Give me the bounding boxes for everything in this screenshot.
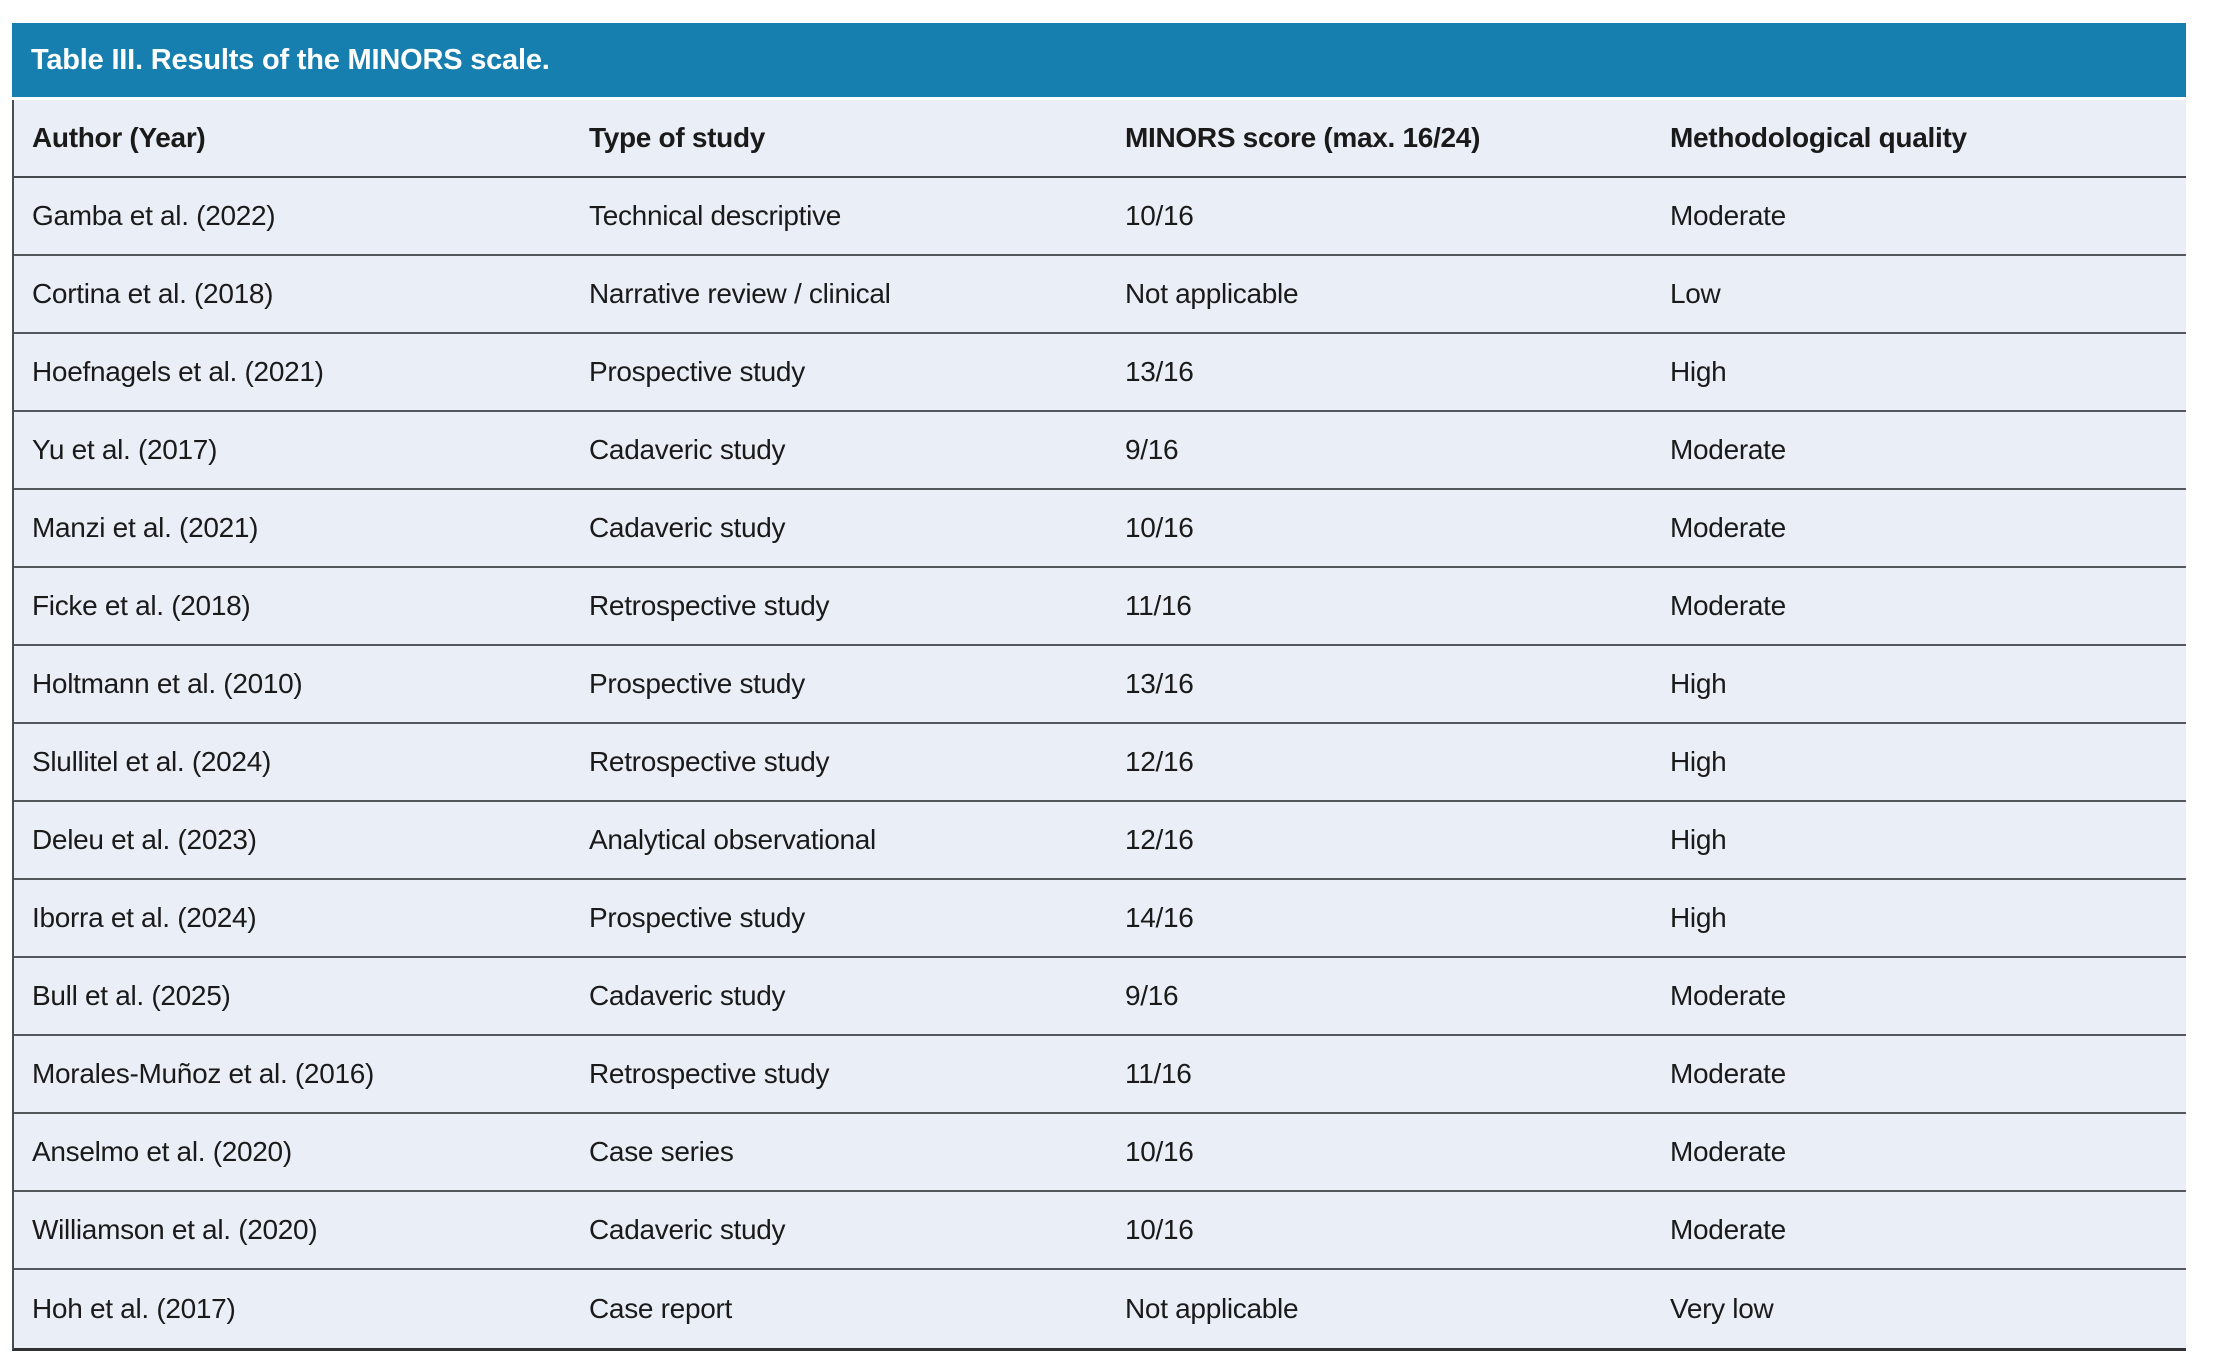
cell-study-type: Technical descriptive [589, 200, 842, 231]
cell-author: Yu et al. (2017) [32, 434, 218, 465]
cell-study-type: Prospective study [589, 356, 805, 387]
table-row: Iborra et al. (2024) Prospective study 1… [14, 880, 2186, 958]
column-header-methodological-quality: Methodological quality [1670, 122, 1967, 153]
cell-methodological-quality: Moderate [1670, 434, 1786, 465]
cell-study-type: Analytical observational [589, 824, 876, 855]
cell-author: Iborra et al. (2024) [32, 902, 257, 933]
cell-minors-score: Not applicable [1125, 1293, 1299, 1324]
cell-minors-score: 14/16 [1125, 902, 1194, 933]
table-title: Table III. Results of the MINORS scale. [31, 43, 550, 76]
cell-minors-score: 12/16 [1125, 746, 1194, 777]
cell-author: Bull et al. (2025) [32, 980, 231, 1011]
table-title-bar: Table III. Results of the MINORS scale. [12, 23, 2186, 97]
cell-author: Hoefnagels et al. (2021) [32, 356, 324, 387]
cell-methodological-quality: High [1670, 902, 1727, 933]
table-row: Holtmann et al. (2010) Prospective study… [14, 646, 2186, 724]
cell-author: Gamba et al. (2022) [32, 200, 276, 231]
table-row: Gamba et al. (2022) Technical descriptiv… [14, 178, 2186, 256]
table-row: Yu et al. (2017) Cadaveric study 9/16 Mo… [14, 412, 2186, 490]
cell-methodological-quality: Moderate [1670, 512, 1786, 543]
cell-study-type: Case report [589, 1293, 732, 1324]
column-header-study-type: Type of study [589, 122, 766, 153]
column-header-author: Author (Year) [32, 122, 206, 153]
cell-methodological-quality: High [1670, 824, 1727, 855]
cell-methodological-quality: Moderate [1670, 1058, 1786, 1089]
cell-methodological-quality: Moderate [1670, 200, 1786, 231]
table-row: Slullitel et al. (2024) Retrospective st… [14, 724, 2186, 802]
minors-results-table: Table III. Results of the MINORS scale. … [12, 23, 2186, 1351]
table-row: Hoefnagels et al. (2021) Prospective stu… [14, 334, 2186, 412]
cell-minors-score: 11/16 [1125, 590, 1192, 621]
table-body: Author (Year) Type of study MINORS score… [12, 100, 2186, 1351]
cell-study-type: Retrospective study [589, 590, 830, 621]
table-row: Williamson et al. (2020) Cadaveric study… [14, 1192, 2186, 1270]
cell-methodological-quality: Moderate [1670, 1136, 1786, 1167]
cell-minors-score: 13/16 [1125, 356, 1194, 387]
cell-minors-score: Not applicable [1125, 278, 1299, 309]
cell-methodological-quality: High [1670, 746, 1727, 777]
cell-study-type: Cadaveric study [589, 980, 786, 1011]
cell-author: Hoh et al. (2017) [32, 1293, 236, 1324]
table-row: Morales-Muñoz et al. (2016) Retrospectiv… [14, 1036, 2186, 1114]
cell-methodological-quality: Moderate [1670, 1214, 1786, 1245]
cell-methodological-quality: Moderate [1670, 980, 1786, 1011]
cell-minors-score: 10/16 [1125, 1214, 1194, 1245]
cell-minors-score: 9/16 [1125, 434, 1179, 465]
cell-methodological-quality: High [1670, 668, 1727, 699]
cell-study-type: Narrative review / clinical [589, 278, 891, 309]
cell-methodological-quality: Very low [1670, 1293, 1774, 1324]
cell-minors-score: 11/16 [1125, 1058, 1192, 1089]
cell-author: Anselmo et al. (2020) [32, 1136, 292, 1167]
cell-minors-score: 9/16 [1125, 980, 1179, 1011]
cell-author: Slullitel et al. (2024) [32, 746, 272, 777]
cell-author: Holtmann et al. (2010) [32, 668, 303, 699]
cell-minors-score: 12/16 [1125, 824, 1194, 855]
cell-study-type: Cadaveric study [589, 1214, 786, 1245]
cell-minors-score: 10/16 [1125, 512, 1194, 543]
cell-author: Manzi et al. (2021) [32, 512, 259, 543]
table-row: Cortina et al. (2018) Narrative review /… [14, 256, 2186, 334]
cell-minors-score: 13/16 [1125, 668, 1194, 699]
table-rows-container: Gamba et al. (2022) Technical descriptiv… [14, 178, 2186, 1348]
cell-author: Morales-Muñoz et al. (2016) [32, 1058, 375, 1089]
cell-methodological-quality: Moderate [1670, 590, 1786, 621]
table-row: Deleu et al. (2023) Analytical observati… [14, 802, 2186, 880]
cell-author: Deleu et al. (2023) [32, 824, 257, 855]
cell-methodological-quality: High [1670, 356, 1727, 387]
table-row: Bull et al. (2025) Cadaveric study 9/16 … [14, 958, 2186, 1036]
cell-study-type: Retrospective study [589, 746, 830, 777]
table-row: Hoh et al. (2017) Case report Not applic… [14, 1270, 2186, 1348]
cell-study-type: Retrospective study [589, 1058, 830, 1089]
cell-study-type: Prospective study [589, 668, 805, 699]
cell-author: Ficke et al. (2018) [32, 590, 251, 621]
cell-study-type: Prospective study [589, 902, 805, 933]
cell-author: Cortina et al. (2018) [32, 278, 274, 309]
cell-minors-score: 10/16 [1125, 200, 1194, 231]
cell-study-type: Cadaveric study [589, 512, 786, 543]
table-header-row: Author (Year) Type of study MINORS score… [14, 100, 2186, 178]
cell-study-type: Cadaveric study [589, 434, 786, 465]
table-row: Ficke et al. (2018) Retrospective study … [14, 568, 2186, 646]
column-header-minors-score: MINORS score (max. 16/24) [1125, 122, 1481, 153]
cell-study-type: Case series [589, 1136, 734, 1167]
table-row: Manzi et al. (2021) Cadaveric study 10/1… [14, 490, 2186, 568]
table-row: Anselmo et al. (2020) Case series 10/16 … [14, 1114, 2186, 1192]
cell-author: Williamson et al. (2020) [32, 1214, 318, 1245]
cell-minors-score: 10/16 [1125, 1136, 1194, 1167]
cell-methodological-quality: Low [1670, 278, 1721, 309]
